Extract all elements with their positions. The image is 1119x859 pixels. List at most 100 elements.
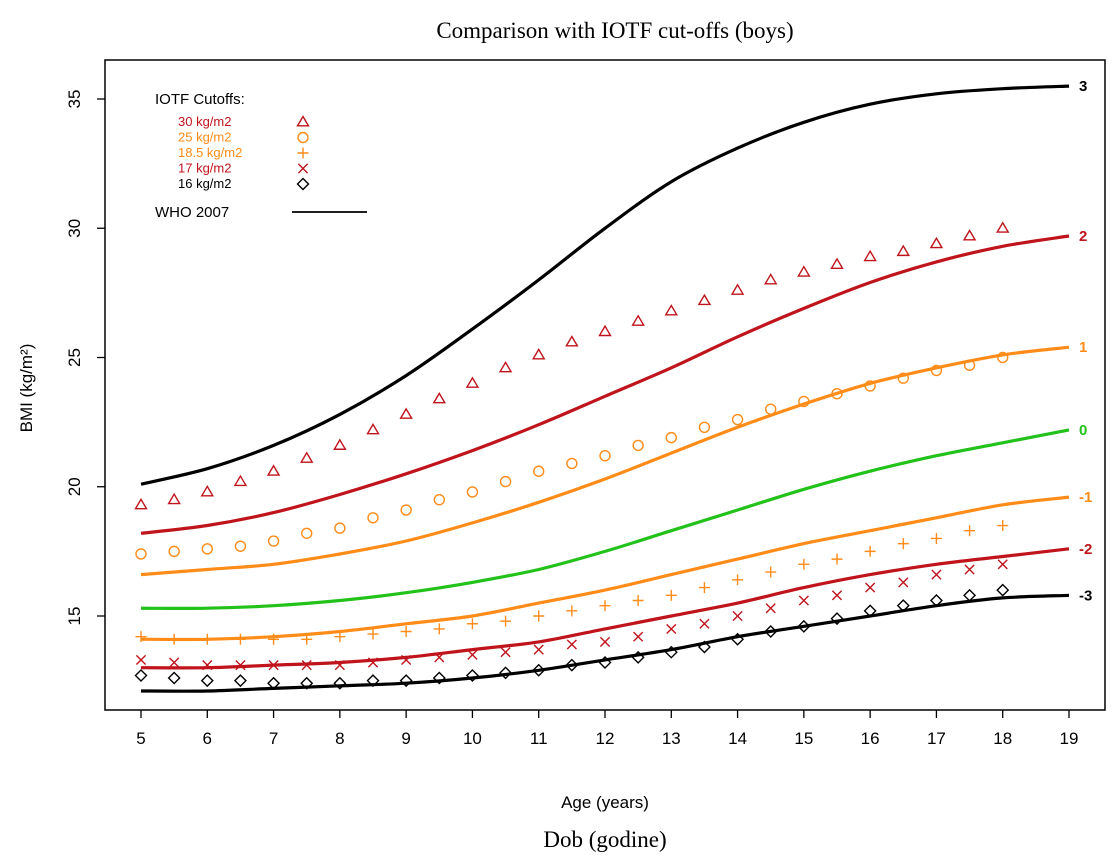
- iotf-point: [533, 465, 545, 477]
- iotf-point: [267, 676, 281, 690]
- iotf-point: [865, 582, 876, 593]
- iotf-point: [466, 486, 479, 498]
- iotf-point: [433, 493, 445, 506]
- plot-frame: [104, 59, 1106, 711]
- iotf-point: [631, 650, 645, 664]
- legend-item-label: 25 kg/m2: [178, 130, 231, 145]
- iotf-point: [863, 604, 877, 618]
- iotf-point: [266, 464, 281, 476]
- iotf-point: [765, 403, 777, 415]
- iotf-point: [864, 380, 876, 392]
- iotf-point: [599, 450, 611, 462]
- iotf-point: [333, 676, 347, 690]
- legend-item-marker: [297, 131, 309, 144]
- iotf-point: [664, 645, 678, 659]
- iotf-point: [168, 545, 180, 558]
- iotf-point: [830, 612, 844, 626]
- iotf-point: [169, 657, 180, 668]
- iotf-point: [631, 314, 645, 326]
- iotf-point: [930, 532, 942, 544]
- iotf-point: [533, 610, 545, 622]
- who-curve-1: [140, 345, 1070, 577]
- iotf-point: [135, 654, 147, 666]
- iotf-point: [897, 372, 909, 384]
- iotf-point: [268, 660, 279, 671]
- iotf-point: [898, 577, 909, 588]
- x-tick-label: 15: [794, 729, 813, 748]
- x-tick-label: 11: [530, 729, 548, 748]
- iotf-point: [234, 540, 247, 552]
- iotf-point: [633, 631, 644, 642]
- chart-title: Comparison with IOTF cut-offs (boys): [436, 18, 793, 43]
- iotf-point: [233, 674, 247, 688]
- iotf-point: [566, 457, 578, 470]
- iotf-point: [598, 324, 612, 337]
- iotf-point: [765, 566, 777, 578]
- iotf-point: [201, 633, 213, 645]
- x-axis: 5 6 7 8 9 10 11 12 13 14 15 16 17 18 19: [136, 710, 1078, 748]
- iotf-point: [797, 619, 811, 633]
- iotf-point: [134, 497, 148, 510]
- iotf-series-162: [134, 583, 1010, 690]
- zscore-label: -3: [1079, 587, 1092, 604]
- x-tick-label: 5: [136, 729, 145, 748]
- iotf-point: [401, 654, 412, 666]
- iotf-point: [697, 293, 712, 306]
- iotf-point: [632, 594, 644, 606]
- iotf-point: [200, 674, 214, 688]
- iotf-point: [731, 413, 744, 426]
- iotf-point: [433, 623, 445, 635]
- iotf-point: [434, 652, 445, 663]
- iotf-point: [897, 538, 909, 550]
- iotf-point: [202, 660, 213, 671]
- x-tick-label: 6: [203, 729, 212, 748]
- iotf-point: [200, 485, 215, 497]
- iotf-point: [466, 618, 478, 630]
- iotf-point: [135, 631, 147, 643]
- iotf-point: [995, 221, 1010, 233]
- iotf-point: [765, 603, 776, 614]
- iotf-point: [798, 395, 810, 408]
- iotf-point: [301, 633, 313, 645]
- iotf-point: [831, 553, 843, 565]
- iotf-point: [399, 407, 413, 419]
- iotf-point: [632, 439, 644, 452]
- y-tick-label: 15: [65, 607, 84, 626]
- iotf-point: [698, 582, 710, 594]
- iotf-point: [333, 438, 347, 450]
- iotf-point: [931, 569, 942, 580]
- y-tick-label: 25: [65, 348, 84, 367]
- iotf-point: [864, 545, 876, 557]
- y-tick-label: 30: [65, 219, 84, 238]
- iotf-point: [498, 360, 513, 373]
- iotf-point: [665, 589, 677, 601]
- legend-item-marker: [297, 147, 309, 159]
- iotf-point: [300, 676, 314, 690]
- iotf-point: [234, 633, 246, 645]
- iotf-point: [763, 273, 778, 285]
- iotf-point: [665, 431, 677, 444]
- who-curves: [140, 84, 1070, 693]
- iotf-point: [997, 520, 1009, 532]
- iotf-series-172: [135, 559, 1008, 671]
- iotf-point: [565, 658, 579, 672]
- iotf-point: [963, 588, 977, 602]
- iotf-point: [798, 558, 810, 570]
- iotf-point: [367, 628, 379, 640]
- y-tick-label: 35: [65, 90, 84, 109]
- iotf-point: [732, 574, 744, 586]
- iotf-point: [896, 599, 910, 613]
- iotf-point: [962, 229, 977, 241]
- zscore-labels: 3 2 1 0 -1 -2 -3: [1079, 78, 1092, 604]
- zscore-label: 1: [1079, 339, 1087, 356]
- iotf-point: [566, 639, 577, 650]
- legend-item-marker: [297, 163, 309, 174]
- iotf-point: [997, 351, 1009, 364]
- iotf-point: [465, 668, 479, 682]
- who-curve--1: [140, 495, 1070, 642]
- iotf-point: [929, 236, 944, 249]
- iotf-point: [465, 376, 480, 388]
- iotf-point: [399, 674, 413, 688]
